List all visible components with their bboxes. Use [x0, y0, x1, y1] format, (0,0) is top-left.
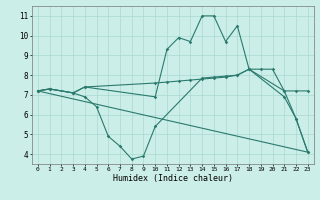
X-axis label: Humidex (Indice chaleur): Humidex (Indice chaleur): [113, 174, 233, 183]
